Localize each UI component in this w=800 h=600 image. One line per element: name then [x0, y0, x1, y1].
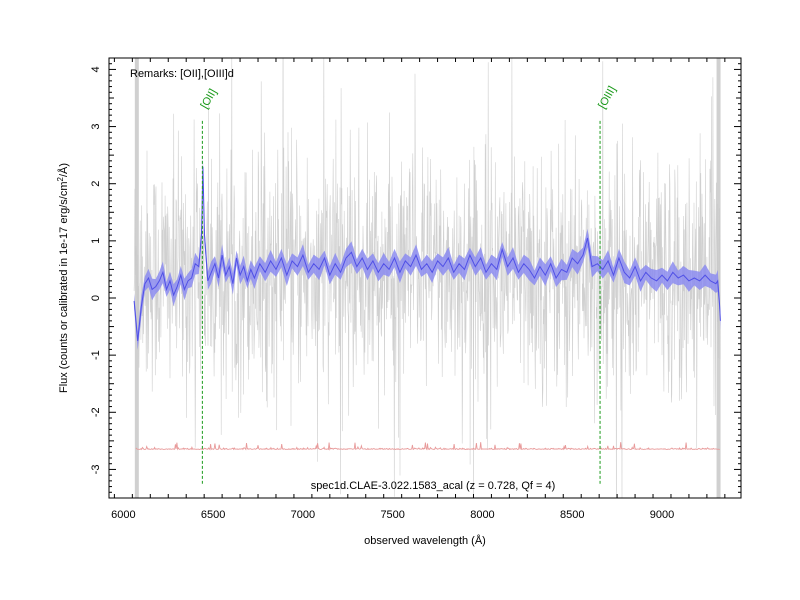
detector-edge-band-1	[716, 58, 721, 498]
plot-frame	[108, 57, 742, 499]
y-tick-label: -2	[90, 407, 102, 417]
y-tick-label: 0	[90, 295, 102, 301]
x-tick-label: 7000	[291, 509, 315, 521]
y-axis-title-tail: /Å)	[57, 163, 70, 177]
x-axis-title: observed wavelength (Å)	[364, 534, 486, 547]
y-tick-label: -1	[90, 350, 102, 360]
y-axis-title-main: Flux (counts or calibrated in 1e-17 erg/…	[58, 181, 70, 393]
noise-line	[135, 442, 720, 451]
y-tick-label: -3	[90, 465, 102, 475]
smoothed-flux-line	[133, 166, 721, 341]
spectrum-id-text: spec1d.CLAE-3.022.1583_acal (z = 0.728, …	[311, 480, 556, 492]
raw-flux-line	[133, 58, 721, 498]
y-tick-label: 2	[90, 181, 102, 187]
axis-ticks	[109, 58, 741, 499]
raw-spectrum	[133, 58, 721, 498]
x-tick-label: 7500	[380, 509, 404, 521]
noise-spectrum	[135, 442, 720, 451]
remarks-text: Remarks: [OII],[OIII]d	[130, 68, 234, 80]
axis-tick-labels: 6000 6500 7000 7500 8000 8500 9000 -3 -2 -1 0 1 2 3 4	[90, 66, 674, 521]
x-tick-label: 8500	[560, 509, 584, 521]
y-axis-title-superscript: 2	[56, 176, 65, 181]
emission-line-markers	[201, 120, 601, 484]
x-tick-label: 8000	[470, 509, 494, 521]
y-tick-label: 1	[90, 238, 102, 244]
plot-area	[133, 58, 721, 498]
x-tick-label: 6000	[111, 509, 135, 521]
y-tick-label: 4	[90, 66, 102, 72]
x-tick-label: 6500	[201, 509, 225, 521]
smoothed-spectrum	[133, 166, 721, 341]
y-axis-title: Flux (counts or calibrated in 1e-17 erg/…	[56, 163, 70, 393]
x-tick-label: 9000	[650, 509, 674, 521]
y-tick-label: 3	[90, 124, 102, 130]
